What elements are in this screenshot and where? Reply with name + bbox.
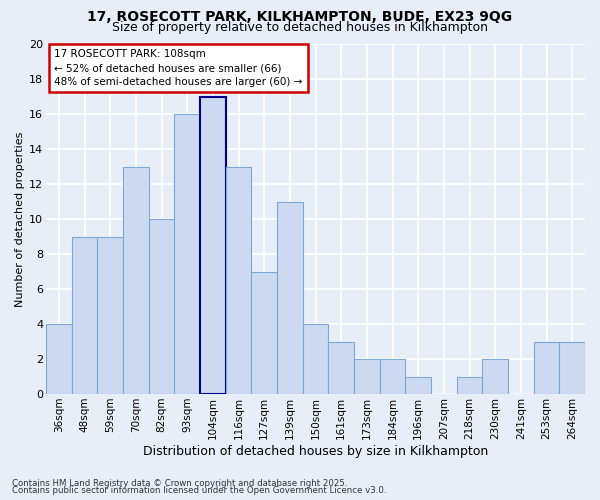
Bar bbox=[251, 272, 277, 394]
Bar bbox=[457, 376, 482, 394]
Bar bbox=[175, 114, 200, 394]
Text: 17 ROSECOTT PARK: 108sqm
← 52% of detached houses are smaller (66)
48% of semi-d: 17 ROSECOTT PARK: 108sqm ← 52% of detach… bbox=[54, 50, 302, 88]
Bar bbox=[406, 376, 431, 394]
Bar bbox=[533, 342, 559, 394]
Bar bbox=[354, 359, 380, 394]
X-axis label: Distribution of detached houses by size in Kilkhampton: Distribution of detached houses by size … bbox=[143, 444, 488, 458]
Text: Contains public sector information licensed under the Open Government Licence v3: Contains public sector information licen… bbox=[12, 486, 386, 495]
Bar bbox=[559, 342, 585, 394]
Bar bbox=[226, 166, 251, 394]
Bar bbox=[328, 342, 354, 394]
Bar bbox=[482, 359, 508, 394]
Y-axis label: Number of detached properties: Number of detached properties bbox=[15, 132, 25, 306]
Text: 17, ROSECOTT PARK, KILKHAMPTON, BUDE, EX23 9QG: 17, ROSECOTT PARK, KILKHAMPTON, BUDE, EX… bbox=[88, 10, 512, 24]
Text: Size of property relative to detached houses in Kilkhampton: Size of property relative to detached ho… bbox=[112, 22, 488, 35]
Bar bbox=[277, 202, 303, 394]
Bar bbox=[46, 324, 72, 394]
Bar bbox=[97, 236, 123, 394]
Bar bbox=[303, 324, 328, 394]
Bar bbox=[380, 359, 406, 394]
Bar bbox=[123, 166, 149, 394]
Bar bbox=[149, 219, 175, 394]
Bar bbox=[200, 96, 226, 394]
Text: Contains HM Land Registry data © Crown copyright and database right 2025.: Contains HM Land Registry data © Crown c… bbox=[12, 478, 347, 488]
Bar bbox=[72, 236, 97, 394]
